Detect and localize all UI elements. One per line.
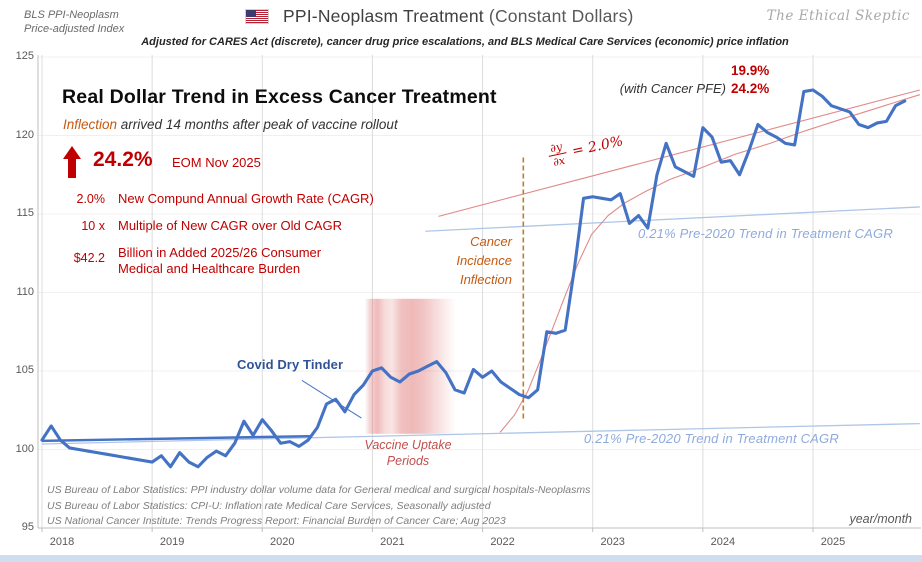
with-cancer-pfe-label: (with Cancer PFE) <box>619 81 726 96</box>
x-tick-label-2023: 2023 <box>600 536 625 548</box>
y-tick-label-125: 125 <box>15 50 34 62</box>
page-subtitle: Adjusted for CARES Act (discrete), cance… <box>141 36 789 48</box>
page-title-main: PPI-Neoplasm Treatment <box>283 6 484 26</box>
bottom-border <box>0 555 922 562</box>
inflection-highlight: Inflection <box>63 117 118 132</box>
stat-label-cagr: New Compund Annual Growth Rate (CAGR) <box>118 191 374 206</box>
pre-2020-trend-fit-segment <box>41 434 310 443</box>
stat-label-multiple: Multiple of New CAGR over Old CAGR <box>118 218 342 233</box>
axis-series-caption-line1: BLS PPI-Neoplasm <box>24 9 119 21</box>
x-tick-label-2018: 2018 <box>49 536 75 548</box>
stat-value-multiple: 10 x <box>81 219 105 233</box>
source-note-2: US Bureau of Labor Statistics: CPI-U: In… <box>47 499 491 512</box>
stat-label-burden: Billion in Added 2025/26 Consumer Medica… <box>118 245 322 276</box>
y-tick-label-100: 100 <box>15 442 34 455</box>
us-flag-icon <box>245 9 269 24</box>
derivative-fraction: ∂y ∂x <box>546 140 569 169</box>
x-tick-label-2020: 2020 <box>270 536 295 548</box>
vaccine-uptake-label: Vaccine Uptake Periods <box>338 437 478 469</box>
vaccine-uptake-line2: Periods <box>386 454 430 468</box>
vaccine-uptake-line1: Vaccine Uptake <box>364 438 452 452</box>
pre2020-trend-label-lower: 0.21% Pre-2020 Trend in Treatment CAGR <box>584 431 839 446</box>
y-tick-label-115: 115 <box>16 207 34 219</box>
pre-2020-trend-extended-upper <box>425 206 920 232</box>
cancer-inflection-line2: Incidence <box>456 253 512 268</box>
y-tick-label-95: 95 <box>21 521 34 533</box>
headline-value: 24.2% <box>93 148 153 171</box>
chart-subheadline: Inflection arrived 14 months after peak … <box>63 117 398 132</box>
ppi-neoplasm-series-line <box>40 88 907 469</box>
covid-pointer-line <box>301 379 362 419</box>
source-notes: US Bureau of Labor Statistics: PPI indus… <box>47 483 590 530</box>
cancer-inflection-label: Cancer Incidence Inflection <box>426 232 512 289</box>
up-arrow-icon <box>63 146 81 180</box>
x-tick-label-2022: 2022 <box>490 536 515 548</box>
page-title-suffix: (Constant Dollars) <box>483 6 634 26</box>
axis-series-caption: BLS PPI-Neoplasm Price-adjusted Index <box>24 8 124 36</box>
headline-period: EOM Nov 2025 <box>172 155 261 170</box>
source-note-1: US Bureau of Labor Statistics: PPI indus… <box>47 484 591 496</box>
inflection-rest: arrived 14 months after peak of vaccine … <box>117 117 398 132</box>
cancer-inflection-line3: Inflection <box>459 272 512 287</box>
up-arrow-head <box>63 146 81 159</box>
y-tick-label-110: 110 <box>16 285 34 298</box>
page-title: PPI-Neoplasm Treatment (Constant Dollars… <box>283 6 634 27</box>
new-cagr-2pct-line <box>438 89 920 217</box>
y-tick-label-120: 120 <box>15 128 34 141</box>
chart-headline: Real Dollar Trend in Excess Cancer Treat… <box>62 86 497 108</box>
up-arrow-stem <box>68 159 76 178</box>
stat-value-cagr: 2.0% <box>76 192 106 206</box>
x-tick-label-2019: 2019 <box>159 536 185 548</box>
watermark: The Ethical Skeptic <box>766 8 910 24</box>
x-axis-title: year/month <box>849 512 912 526</box>
pre-2020-trend-extended-lower <box>41 422 920 445</box>
covid-dry-tinder-label: Covid Dry Tinder <box>237 357 344 372</box>
axis-series-caption-line2: Price-adjusted Index <box>24 23 125 35</box>
cancer-inflection-line1: Cancer <box>470 234 512 249</box>
growth-value-no-pfe: 19.9% <box>731 63 770 78</box>
derivative-denominator: ∂x <box>551 153 567 169</box>
growth-value-with-pfe: 24.2% <box>731 81 770 96</box>
pre2020-trend-label-upper: 0.21% Pre-2020 Trend in Treatment CAGR <box>638 226 893 241</box>
us-flag-canton <box>246 10 256 17</box>
y-tick-label-105: 105 <box>15 364 34 376</box>
x-tick-label-2021: 2021 <box>380 536 405 548</box>
x-tick-label-2024: 2024 <box>710 536 736 548</box>
stat-value-burden: $42.2 <box>73 251 105 265</box>
x-tick-label-2025: 2025 <box>820 536 846 548</box>
source-note-3: US National Cancer Institute: Trends Pro… <box>47 515 506 527</box>
